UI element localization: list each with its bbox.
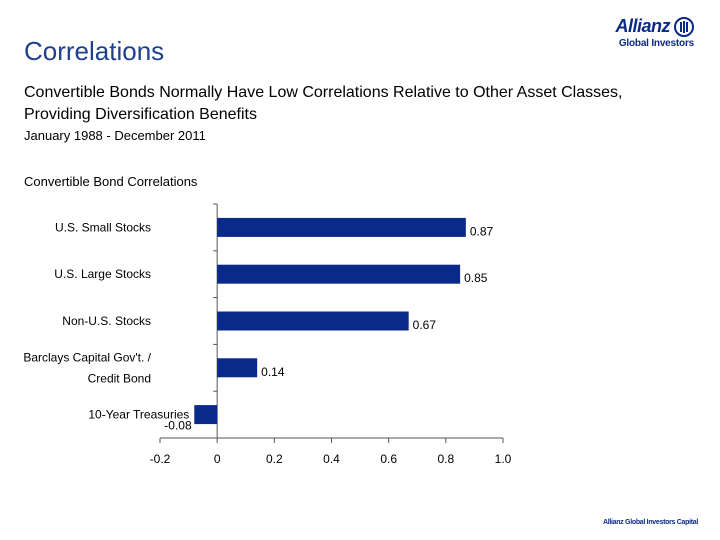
x-tick-label: 0.6 bbox=[380, 452, 397, 466]
bar bbox=[217, 311, 409, 331]
date-range: January 1988 - December 2011 bbox=[24, 128, 206, 143]
bar bbox=[217, 264, 461, 284]
category-label: Barclays Capital Gov't. / bbox=[23, 350, 151, 364]
category-label: 10-Year Treasuries bbox=[88, 408, 189, 422]
data-label: 0.67 bbox=[413, 318, 437, 332]
chart-title: Convertible Bond Correlations bbox=[24, 174, 198, 189]
bar bbox=[217, 217, 466, 237]
data-label: -0.08 bbox=[164, 419, 192, 433]
footer-text: Allianz Global Investors Capital bbox=[602, 519, 698, 526]
category-label: U.S. Large Stocks bbox=[54, 267, 151, 281]
allianz-eagle-icon bbox=[674, 16, 694, 37]
logo-brand: Allianz bbox=[615, 16, 670, 36]
data-label: 0.14 bbox=[261, 365, 285, 379]
slide-subtitle: Convertible Bonds Normally Have Low Corr… bbox=[24, 84, 623, 123]
x-tick-label: 1.0 bbox=[495, 452, 512, 466]
category-label: U.S. Small Stocks bbox=[55, 220, 151, 234]
data-label: 0.87 bbox=[470, 224, 494, 238]
data-label: 0.85 bbox=[464, 271, 488, 285]
bar bbox=[217, 358, 258, 378]
bar bbox=[194, 405, 218, 425]
page-title: Correlations bbox=[24, 36, 165, 66]
x-tick-label: -0.2 bbox=[150, 452, 171, 466]
x-tick-label: 0.8 bbox=[437, 452, 454, 466]
x-tick-label: 0.2 bbox=[266, 452, 283, 466]
x-tick-label: 0.4 bbox=[323, 452, 340, 466]
x-tick-label: 0 bbox=[214, 452, 221, 466]
company-logo: Allianz Global Investors bbox=[594, 16, 694, 49]
logo-subtitle: Global Investors bbox=[618, 38, 694, 49]
category-label: Credit Bond bbox=[88, 371, 151, 385]
category-label: Non-U.S. Stocks bbox=[62, 314, 151, 328]
